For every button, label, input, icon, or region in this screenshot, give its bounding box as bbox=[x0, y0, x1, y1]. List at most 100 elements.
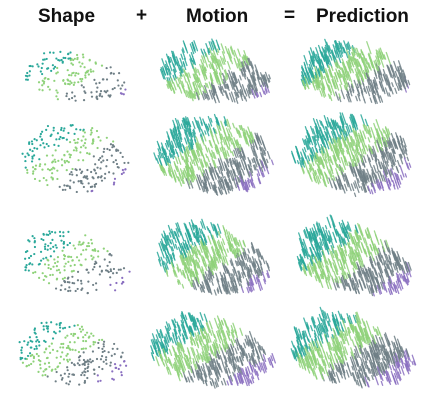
streak bbox=[213, 289, 217, 296]
point bbox=[87, 336, 90, 339]
streak bbox=[188, 72, 191, 79]
streak bbox=[344, 346, 349, 356]
streak bbox=[405, 273, 410, 283]
streak bbox=[219, 254, 225, 266]
streak bbox=[375, 329, 380, 336]
point bbox=[63, 184, 66, 187]
streak bbox=[256, 76, 262, 88]
streak bbox=[237, 48, 241, 57]
streak bbox=[169, 81, 172, 88]
streak bbox=[317, 169, 322, 180]
streak bbox=[213, 254, 217, 263]
streak bbox=[226, 286, 231, 295]
point bbox=[43, 146, 46, 149]
streak bbox=[397, 355, 401, 363]
point bbox=[41, 130, 44, 133]
streak bbox=[195, 120, 201, 130]
point bbox=[113, 342, 116, 346]
streak bbox=[183, 244, 186, 250]
streak bbox=[365, 145, 369, 152]
streak bbox=[400, 365, 405, 376]
streak bbox=[214, 146, 218, 153]
streak bbox=[323, 234, 327, 242]
streak bbox=[317, 61, 322, 72]
streak bbox=[232, 251, 237, 259]
streak bbox=[391, 340, 396, 351]
point bbox=[44, 373, 47, 377]
point bbox=[87, 280, 90, 283]
streak bbox=[351, 125, 357, 137]
streak bbox=[348, 134, 353, 142]
streak bbox=[189, 89, 194, 99]
streak bbox=[376, 137, 380, 146]
point bbox=[81, 53, 85, 56]
point bbox=[128, 270, 131, 273]
streak bbox=[306, 228, 311, 238]
streak bbox=[238, 356, 244, 367]
streak bbox=[338, 239, 343, 247]
streak bbox=[315, 53, 319, 60]
streak bbox=[204, 88, 207, 94]
streak bbox=[340, 42, 345, 54]
streak bbox=[351, 361, 357, 373]
streak bbox=[221, 362, 227, 374]
streak bbox=[322, 360, 327, 368]
point bbox=[66, 53, 70, 56]
streak bbox=[236, 175, 240, 183]
streak bbox=[213, 184, 218, 194]
streak bbox=[321, 318, 326, 328]
streak bbox=[354, 327, 358, 334]
streak bbox=[378, 81, 383, 89]
streak bbox=[180, 351, 184, 359]
point bbox=[53, 258, 56, 261]
streak bbox=[251, 262, 256, 271]
streak bbox=[170, 140, 175, 149]
streak bbox=[203, 175, 208, 183]
streak bbox=[342, 61, 348, 73]
streak bbox=[363, 328, 368, 340]
point bbox=[56, 260, 59, 263]
streak bbox=[181, 173, 185, 179]
point bbox=[38, 158, 41, 161]
streak bbox=[218, 73, 224, 84]
streak bbox=[165, 257, 169, 264]
streak bbox=[332, 121, 337, 131]
streak bbox=[372, 81, 377, 90]
streak bbox=[181, 283, 185, 289]
point bbox=[98, 273, 101, 276]
streak bbox=[203, 182, 208, 192]
streak bbox=[199, 241, 204, 250]
point bbox=[72, 83, 75, 86]
point bbox=[31, 155, 34, 158]
point bbox=[84, 76, 87, 79]
streak bbox=[244, 354, 249, 362]
streak bbox=[386, 338, 391, 346]
point bbox=[102, 78, 105, 81]
streak bbox=[354, 180, 360, 194]
streak bbox=[171, 246, 175, 252]
point bbox=[55, 89, 58, 92]
streak bbox=[397, 76, 403, 87]
point bbox=[63, 279, 66, 283]
streak bbox=[177, 125, 182, 136]
streak bbox=[389, 261, 394, 273]
streak bbox=[335, 59, 340, 69]
streak bbox=[215, 68, 219, 75]
point bbox=[91, 258, 94, 261]
streak bbox=[361, 318, 366, 327]
streak bbox=[230, 164, 235, 174]
streak bbox=[314, 171, 318, 179]
point bbox=[93, 169, 96, 172]
streak bbox=[351, 280, 358, 294]
point bbox=[45, 154, 49, 157]
streak bbox=[350, 83, 355, 92]
cell-shape-row-4 bbox=[18, 321, 128, 386]
streak bbox=[200, 254, 205, 265]
streak bbox=[394, 87, 398, 94]
streak bbox=[328, 248, 335, 262]
streak bbox=[160, 339, 165, 350]
point bbox=[97, 136, 100, 139]
streak bbox=[403, 350, 408, 360]
streak bbox=[197, 317, 202, 329]
point bbox=[58, 271, 62, 274]
